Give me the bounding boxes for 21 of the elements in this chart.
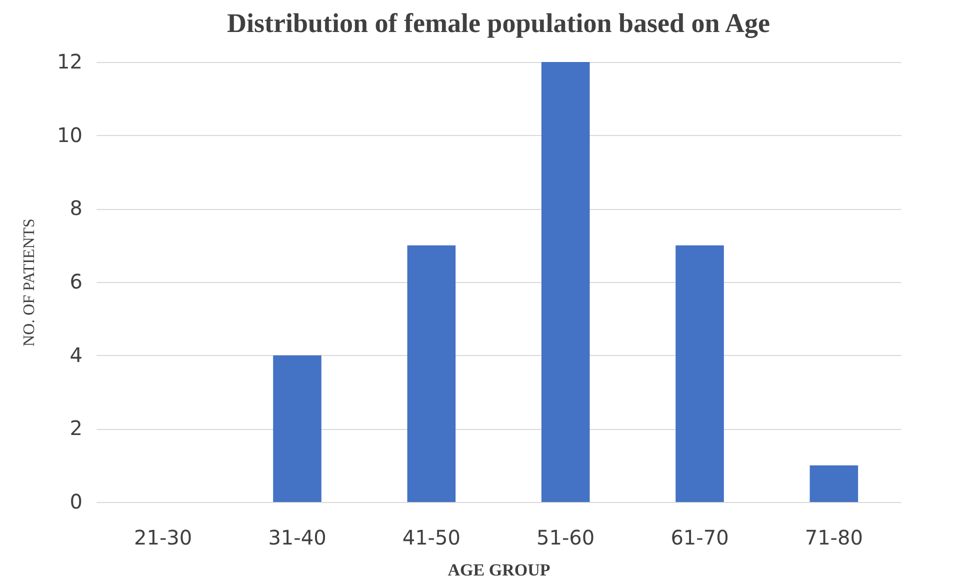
x-tick-label: 41-50 [402, 526, 460, 550]
x-tick-label: 51-60 [536, 526, 595, 550]
bar [676, 245, 724, 502]
y-tick-label: 0 [70, 490, 82, 514]
y-axis-title: NO. OF PATIENTS [21, 218, 38, 346]
y-tick-label: 12 [57, 50, 82, 74]
bar [810, 465, 858, 502]
x-tick-label: 71-80 [804, 526, 863, 550]
bar [541, 62, 590, 502]
y-tick-label: 10 [57, 122, 82, 147]
y-tick-label: 4 [70, 342, 82, 367]
x-tick-label: 31-40 [268, 526, 326, 550]
x-tick-label: 61-70 [670, 526, 729, 550]
y-tick-label: 8 [70, 196, 82, 220]
chart-title: Distribution of female population based on Age [226, 8, 770, 38]
x-tick-label: 21-30 [134, 526, 192, 550]
y-tick-label: 2 [70, 416, 82, 440]
bar [407, 245, 456, 502]
bar [273, 355, 322, 502]
y-tick-label: 6 [70, 270, 82, 294]
x-axis-title: AGE GROUP [448, 560, 550, 580]
